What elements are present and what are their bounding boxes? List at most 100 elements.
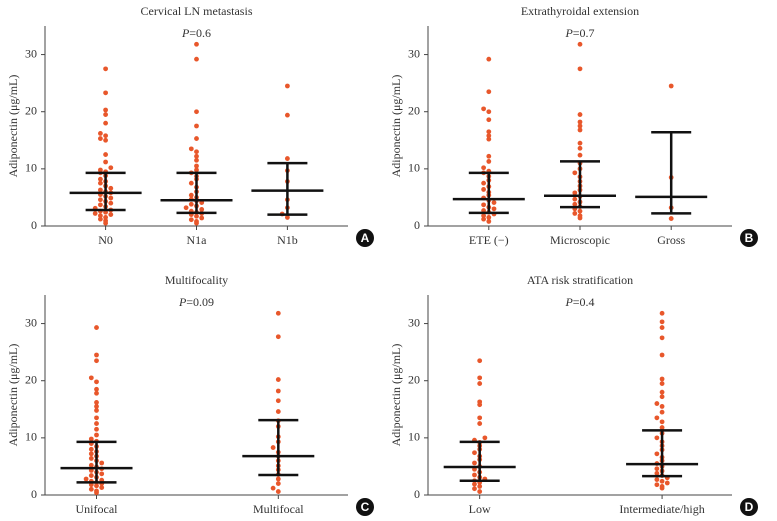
data-point [659, 389, 665, 395]
data-point [94, 426, 99, 432]
y-tick-label: 10 [408, 430, 420, 444]
p-symbol: P [564, 295, 573, 309]
x-tick-label: Multifocal [253, 502, 304, 516]
data-point [98, 213, 103, 219]
data-point [103, 159, 108, 165]
data-point [659, 478, 665, 484]
data-point [664, 480, 670, 486]
data-point [98, 176, 103, 182]
data-point [94, 488, 99, 494]
data-point [285, 83, 290, 89]
data-point [94, 432, 99, 438]
data-point [108, 165, 114, 171]
p-text: =0.6 [189, 26, 211, 40]
data-point [577, 208, 583, 214]
x-tick-label: N1b [277, 233, 298, 247]
data-point [94, 358, 99, 364]
data-point [486, 129, 492, 135]
y-axis-label: Adiponectin (μg/mL) [389, 75, 403, 178]
data-point [98, 187, 103, 193]
data-point [94, 390, 99, 396]
data-point [88, 375, 94, 381]
data-point [98, 167, 103, 173]
y-tick-label: 0 [31, 487, 37, 501]
p-symbol: P [564, 26, 573, 40]
data-point [94, 379, 99, 385]
data-point [477, 381, 483, 386]
data-point [654, 435, 660, 441]
p-symbol: P [178, 295, 187, 309]
data-point [486, 89, 492, 95]
data-point [275, 388, 281, 394]
data-point [188, 217, 194, 223]
y-tick-label: 0 [31, 218, 37, 232]
y-tick-label: 0 [414, 487, 420, 501]
panel-badge [356, 498, 374, 516]
chart-title: Cervical LN metastasis [141, 4, 253, 18]
data-point [108, 195, 114, 201]
data-point [482, 435, 488, 441]
data-point [103, 66, 108, 72]
x-tick-label: N1a [187, 233, 208, 247]
y-tick-label: 10 [25, 161, 37, 175]
data-point [103, 152, 108, 157]
data-point [472, 460, 477, 466]
data-point [659, 425, 665, 430]
data-point [472, 481, 477, 487]
data-point [654, 477, 660, 482]
data-point [103, 90, 108, 96]
y-tick-label: 20 [408, 372, 420, 386]
data-point [194, 149, 199, 155]
panel-badge [740, 229, 758, 247]
data-point [103, 218, 108, 224]
data-point [194, 213, 199, 219]
y-tick-label: 30 [408, 315, 420, 329]
data-point [472, 472, 477, 478]
data-point [194, 56, 199, 62]
data-point [194, 163, 199, 169]
data-point [659, 310, 665, 316]
data-point [486, 136, 492, 142]
data-point [88, 486, 94, 492]
data-point [654, 466, 660, 472]
data-point [285, 215, 290, 220]
data-point [577, 213, 583, 219]
data-point [188, 146, 194, 152]
data-point [83, 476, 89, 482]
data-point [99, 485, 105, 490]
data-point [491, 206, 497, 212]
x-tick-label: Low [469, 502, 491, 516]
data-point [94, 325, 99, 330]
data-point [194, 41, 199, 47]
data-point [88, 446, 94, 452]
data-point [275, 334, 281, 340]
data-point [98, 131, 103, 136]
data-point [477, 375, 483, 381]
data-point [577, 123, 583, 129]
data-point [275, 476, 281, 482]
data-point [486, 109, 492, 115]
panel-badge [356, 229, 374, 247]
p-symbol: P [181, 26, 190, 40]
data-point [99, 460, 105, 466]
data-point [94, 404, 99, 409]
y-tick-label: 0 [414, 218, 420, 232]
data-point [94, 421, 99, 426]
data-point [659, 352, 665, 358]
data-point [654, 415, 660, 421]
chart-title: Extrathyroidal extension [521, 4, 639, 18]
data-point [481, 165, 486, 171]
p-value: P=0.09 [178, 295, 214, 309]
data-point [88, 462, 94, 468]
data-point [477, 484, 483, 489]
data-point [659, 319, 665, 325]
data-point [88, 451, 94, 457]
p-text: =0.7 [573, 26, 595, 40]
data-point [94, 352, 99, 358]
x-tick-label: Unifocal [76, 502, 119, 516]
data-point [194, 157, 199, 163]
data-point [572, 170, 578, 176]
p-text: =0.09 [186, 295, 214, 309]
data-point [577, 112, 583, 117]
data-point [577, 145, 583, 151]
